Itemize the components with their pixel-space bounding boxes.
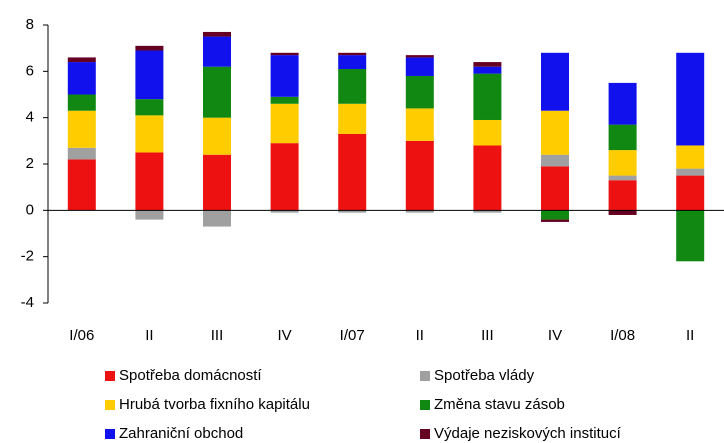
bar-segment [608,124,637,151]
bar-segment [135,50,164,100]
bar-segment [338,103,367,134]
bar-segment [338,52,367,56]
legend-swatch [420,371,430,381]
bar-segment [135,45,164,51]
bar-segment [473,73,502,120]
legend-label: Spotřeba vlády [434,367,535,384]
x-tick-label: IV [278,327,292,344]
bar-segment [135,99,164,116]
legend-label: Hrubá tvorba fixního kapitálu [119,396,310,413]
legend-swatch [105,400,115,410]
bar-segment [338,133,367,211]
bar-segment [608,210,637,215]
x-tick-label: III [211,327,224,344]
bar-segment [676,52,705,146]
legend-swatch [105,371,115,381]
y-tick-label: -2 [21,248,34,265]
bar-segment [541,110,569,155]
y-tick-label: 8 [26,16,34,33]
bar-segment [203,31,231,37]
bar-segment [676,210,705,262]
bar-segment [405,140,434,211]
x-tick-label: III [481,327,494,344]
bar-segment [541,154,569,167]
bar-segment [405,75,434,109]
bar-segment [203,66,231,118]
bar-segment [67,57,96,63]
bar-segment [338,210,367,213]
bar-segment [541,52,569,111]
bar-segment [135,115,164,153]
bar-segment [135,210,164,220]
y-tick-label: 0 [26,201,34,218]
bar-segment [270,103,299,144]
y-tick-label: 4 [26,109,34,126]
y-tick-label: 2 [26,155,34,172]
bar-segment [405,108,434,141]
bar-segment [541,210,569,220]
bar-segment [338,55,367,70]
bar-segment [473,62,502,67]
bar-segment [405,57,434,76]
bar-segment [203,36,231,67]
legend-swatch [105,429,115,439]
legend-swatch [420,400,430,410]
legend-swatch [420,429,430,439]
legend-label: Výdaje neziskových institucí [434,425,622,442]
bar-segment [67,159,96,211]
x-tick-label: I/08 [610,327,635,344]
bar-segment [67,147,96,160]
bar-segment [541,166,569,211]
bar-segment [676,168,705,176]
bar-segment [67,62,96,95]
bar-segment [67,94,96,111]
bar-segment [405,55,434,58]
bar-segment [608,150,637,176]
x-tick-label: II [686,327,694,344]
bar-segment [135,152,164,211]
bar-segment [473,119,502,146]
bar-segment [473,210,502,213]
bar-segment [473,145,502,211]
x-tick-label: I/07 [340,327,365,344]
x-tick-label: IV [548,327,562,344]
bar-segment [270,96,299,104]
bar-segment [270,210,299,213]
legend-label: Spotřeba domácností [119,367,262,384]
bar-segment [270,143,299,211]
bar-segment [67,110,96,148]
bar-segment [203,154,231,211]
bar-segment [405,210,434,213]
bar-segment [270,55,299,97]
bar-segment [608,180,637,211]
bar-segment [270,52,299,56]
legend-label: Zahraniční obchod [119,425,243,442]
x-tick-label: I/06 [69,327,94,344]
bar-segment [203,210,231,227]
x-tick-label: II [145,327,153,344]
x-tick-label: II [416,327,424,344]
bar-segment [203,117,231,155]
bar-segment [676,145,705,169]
bar-segment [608,82,637,125]
bar-segment [338,69,367,104]
legend-label: Změna stavu zásob [434,396,565,413]
bar-segment [608,175,637,181]
bar-segment [541,219,569,222]
bar-segment [676,175,705,211]
y-tick-label: -4 [21,294,34,311]
y-tick-label: 6 [26,62,34,79]
bar-segment [473,66,502,74]
